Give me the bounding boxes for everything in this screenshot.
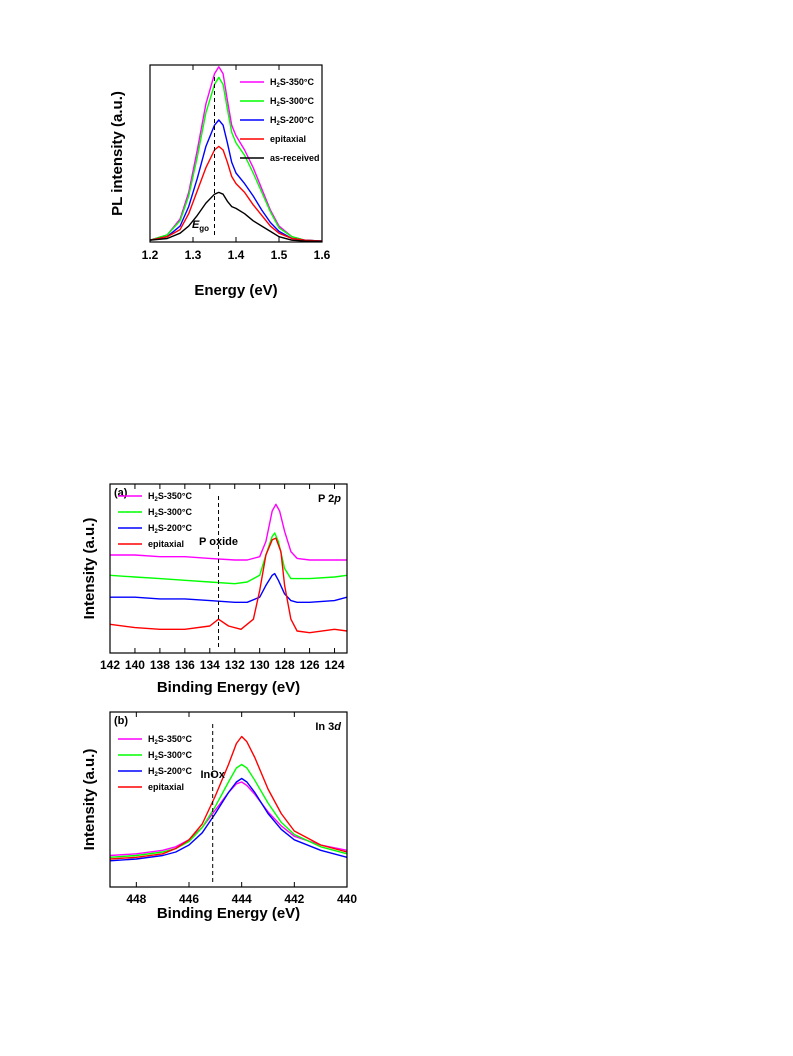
series-line-in3d-2: [109, 777, 348, 862]
series-line-in3d-0: [109, 781, 348, 857]
x-axis-title-p2p: Binding Energy (eV): [157, 679, 300, 696]
legend-label-p2p-1: H2S-300°C: [148, 507, 192, 519]
x-tick-label-in3d-0: 448: [126, 892, 146, 906]
legend-label-in3d-1: H2S-300°C: [148, 750, 192, 762]
region-label-p2p: P 2p: [318, 493, 341, 505]
x-tick-label-in3d-3: 442: [284, 892, 304, 906]
x-tick-label-p2p-9: 124: [325, 658, 345, 672]
region-label-in3d: In 3d: [315, 721, 341, 733]
legend-label-pl-2: H2S-200°C: [270, 115, 314, 127]
x-tick-label-p2p-5: 132: [225, 658, 245, 672]
chart-in3d: 448 446 444 442 440 Binding Energy (eV) Intens…: [81, 711, 357, 922]
legend-label-in3d-0: H2S-350°C: [148, 734, 192, 746]
x-axis-title-pl: Energy (eV): [194, 282, 277, 299]
x-tick-label-in3d-1: 446: [179, 892, 199, 906]
x-tick-label-pl-4: 1.6: [314, 248, 331, 262]
legend-label-pl-1: H2S-300°C: [270, 96, 314, 108]
x-tick-label-pl-2: 1.4: [228, 248, 245, 262]
annotation-label-in3d: InOx: [200, 769, 225, 781]
legend-label-pl-3: epitaxial: [270, 134, 306, 144]
x-tick-label-p2p-6: 130: [250, 658, 270, 672]
series-line-pl-1: [149, 76, 323, 242]
x-tick-label-in3d-2: 444: [232, 892, 252, 906]
series-line-p2p-2: [110, 572, 348, 603]
annotation-label-pl: Ego: [192, 219, 209, 233]
legend-label-pl-0: H2S-350°C: [270, 77, 314, 89]
x-tick-label-p2p-2: 138: [150, 658, 170, 672]
legend-label-in3d-2: H2S-200°C: [148, 766, 192, 778]
legend-label-p2p-2: H2S-200°C: [148, 523, 192, 535]
series-line-p2p-0: [110, 503, 347, 561]
panel-label-p2p: (a): [114, 487, 128, 499]
panel-label-in3d: (b): [114, 715, 128, 727]
x-tick-label-pl-0: 1.2: [142, 248, 159, 262]
x-tick-label-p2p-3: 136: [175, 658, 195, 672]
y-axis-title-in3d: Intensity (a.u.): [81, 749, 98, 851]
x-tick-label-p2p-7: 128: [275, 658, 295, 672]
series-line-pl-0: [149, 66, 323, 242]
x-tick-label-p2p-0: 142: [100, 658, 120, 672]
series-line-in3d-1: [109, 763, 348, 858]
plot-frame-p2p: [109, 483, 348, 654]
series-line-p2p-3: [109, 537, 348, 634]
chart-pl: 1.2 1.3 1.4 1.5 1.6 Energy (eV) PL intensity (…: [109, 64, 331, 299]
chart-p2p: 142 140 138 136 134 132 130 128 126 124 Binding En…: [81, 483, 348, 696]
x-tick-label-pl-3: 1.5: [271, 248, 288, 262]
x-tick-label-p2p-4: 134: [200, 658, 220, 672]
legend-label-p2p-0: H2S-350°C: [148, 491, 192, 503]
x-tick-label-in3d-4: 440: [337, 892, 357, 906]
x-tick-label-p2p-1: 140: [125, 658, 145, 672]
legend-label-p2p-3: epitaxial: [148, 539, 184, 549]
x-axis-title-in3d: Binding Energy (eV): [157, 905, 300, 922]
series-line-pl-2: [149, 119, 323, 242]
series-line-pl-4: [149, 191, 323, 243]
y-axis-title-pl: PL intensity (a.u.): [109, 91, 126, 216]
y-axis-title-p2p: Intensity (a.u.): [81, 518, 98, 620]
annotation-label-p2p: P oxide: [199, 536, 238, 548]
x-tick-label-p2p-8: 126: [300, 658, 320, 672]
series-line-pl-3: [149, 145, 323, 242]
x-tick-label-pl-1: 1.3: [185, 248, 202, 262]
series-line-in3d-3: [109, 735, 348, 860]
plot-frame-in3d: [109, 711, 348, 888]
legend-label-in3d-3: epitaxial: [148, 782, 184, 792]
legend-label-pl-4: as-received: [270, 153, 320, 163]
